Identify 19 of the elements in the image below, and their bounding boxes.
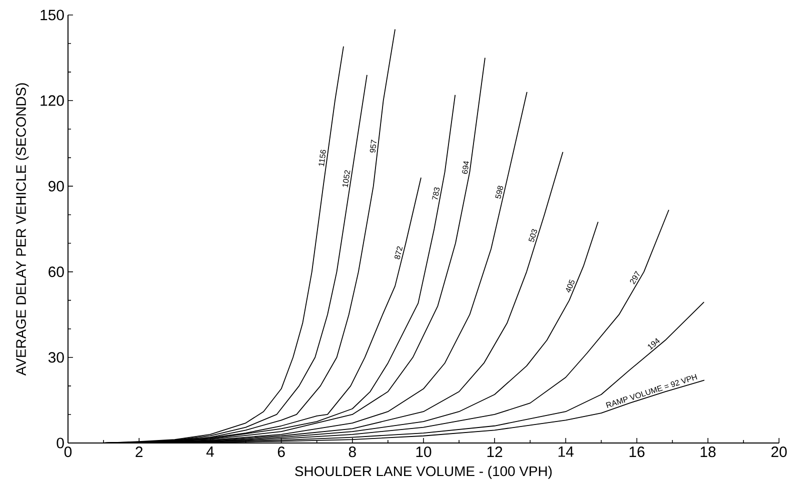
x-tick-label: 12 <box>487 446 502 457</box>
x-tick-label: 6 <box>278 446 285 458</box>
x-tick-label: 8 <box>348 446 356 458</box>
x-tick-label: 20 <box>771 446 787 458</box>
x-tick-label: 16 <box>630 446 644 458</box>
x-tick-label: 4 <box>206 446 214 457</box>
y-tick-label: 60 <box>48 266 64 278</box>
x-tick-label: 0 <box>64 446 72 458</box>
y-tick-label: 30 <box>48 352 64 363</box>
x-tick-label: 14 <box>558 446 574 457</box>
y-tick-label: 0 <box>56 438 64 448</box>
y-tick-label: 150 <box>40 10 64 20</box>
x-tick-label: 18 <box>700 446 716 458</box>
x-tick-label: 10 <box>416 446 432 458</box>
x-tick-label: 2 <box>136 446 143 457</box>
y-tick-label: 120 <box>40 95 64 106</box>
x-axis-title: SHOULDER LANE VOLUME - (100 VPH) <box>295 466 552 479</box>
y-tick-label: 90 <box>48 180 64 192</box>
y-axis-title: AVERAGE DELAY PER VEHICLE (SECONDS) <box>16 83 29 376</box>
